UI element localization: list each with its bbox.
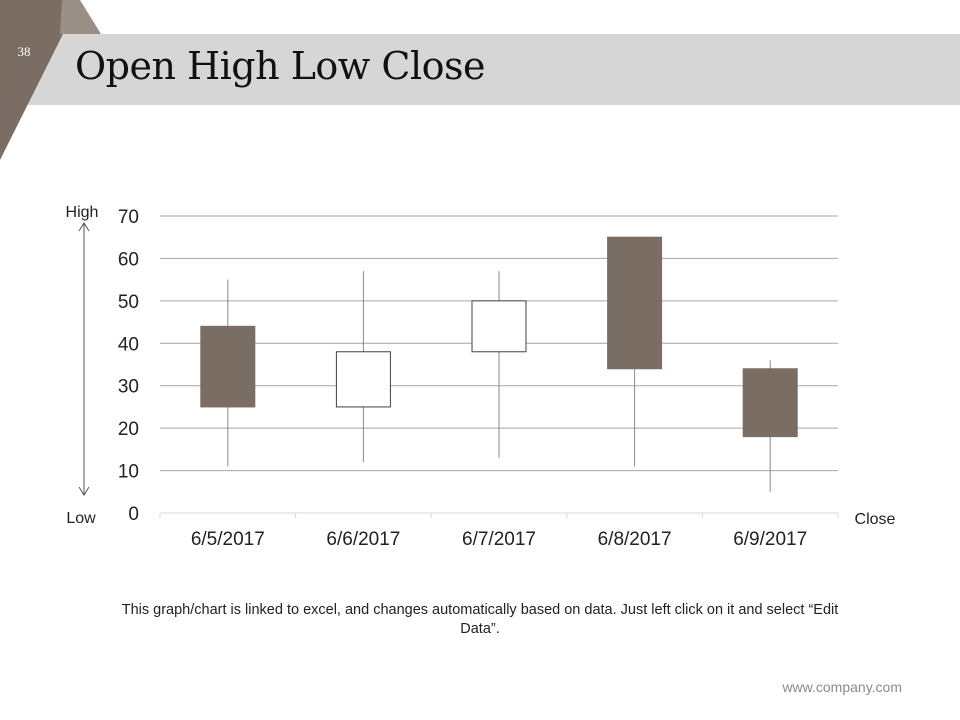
y-tick-label: 40	[118, 334, 139, 355]
slide-title: Open High Low Close	[75, 44, 486, 88]
footer-url: www.company.com	[782, 679, 902, 695]
arrow-head-up	[78, 222, 90, 232]
ohlc-chart[interactable]: 0 10 20 30 40 50 60 70 6/5/2017 6/6/2017 6/7/2017 6…	[0, 0, 960, 600]
candle-body-down	[607, 236, 663, 370]
x-tick-label: 6/7/2017	[462, 529, 536, 550]
y-tick-label: 60	[118, 249, 139, 270]
candle-body-down	[200, 325, 256, 408]
candle-body-down	[742, 368, 798, 438]
candle-body-up	[335, 351, 391, 408]
close-label: Close	[855, 511, 896, 528]
y-tick-label: 70	[118, 207, 139, 228]
candle-body-up	[471, 300, 527, 353]
y-tick-label: 20	[118, 419, 139, 440]
x-tick-label: 6/6/2017	[326, 529, 400, 550]
low-label: Low	[66, 510, 96, 527]
corner-accent	[0, 0, 101, 160]
x-tick-label: 6/8/2017	[598, 529, 672, 550]
slide-number: 38	[17, 44, 31, 59]
high-label: High	[66, 204, 99, 221]
y-tick-label: 0	[128, 504, 139, 525]
arrow-head-down	[78, 486, 90, 496]
y-tick-label: 30	[118, 377, 139, 398]
title-bar	[0, 34, 960, 105]
x-tick-label: 6/5/2017	[191, 529, 265, 550]
chart-note: This graph/chart is linked to excel, and…	[121, 602, 839, 637]
y-tick-label: 10	[118, 462, 139, 483]
x-tick-label: 6/9/2017	[733, 529, 807, 550]
y-tick-label: 50	[118, 292, 139, 313]
